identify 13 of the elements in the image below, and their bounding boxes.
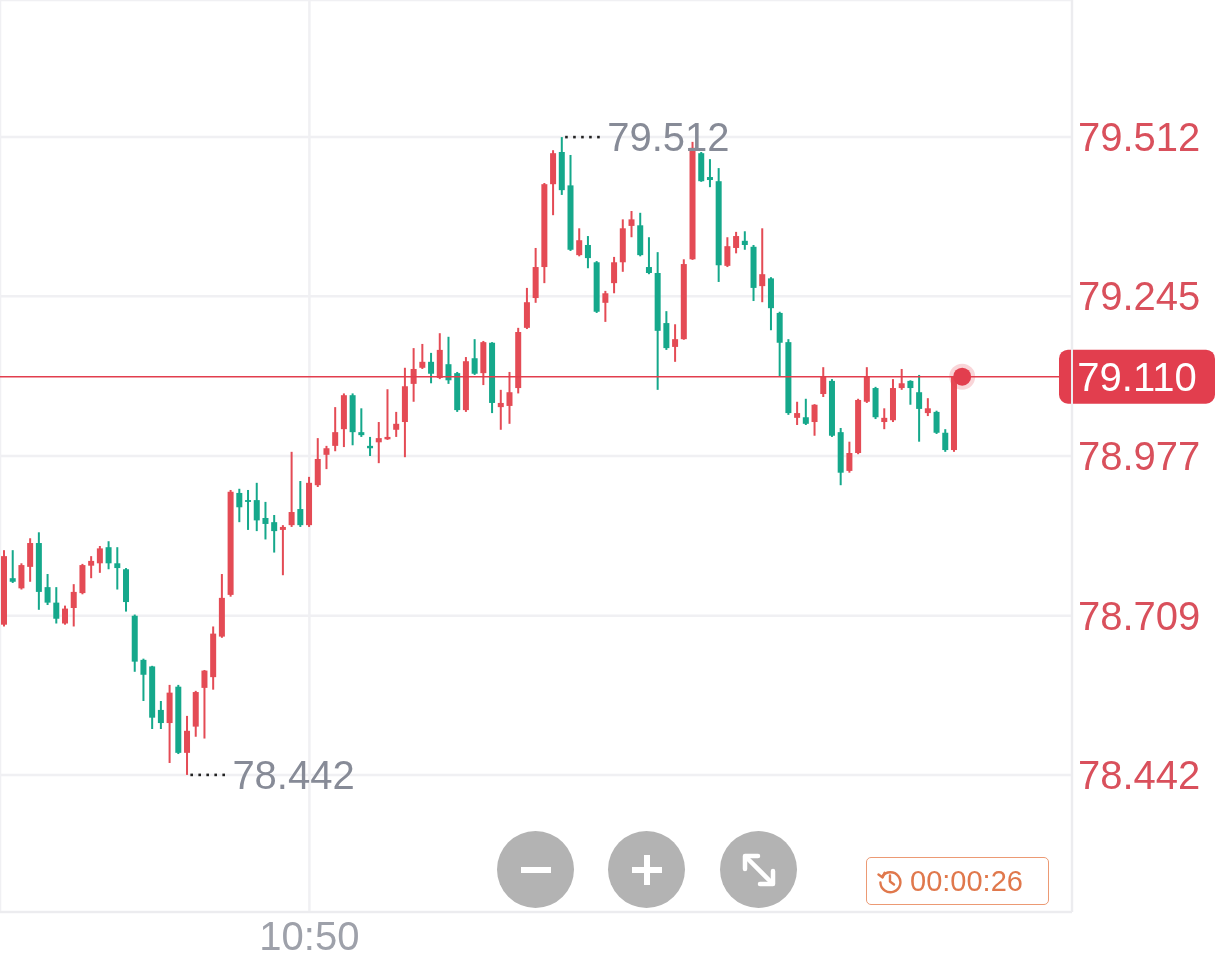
countdown-box: 00:00:26 [866,857,1049,905]
candlestick [279,525,286,576]
y-tick-label: 78.977 [1078,434,1201,478]
ref-line-label: 79.110 [1077,354,1197,399]
annotation: 00:00:26 [910,865,1023,897]
y-tick-label: 79.245 [1078,274,1201,319]
annotation: 78.442 [232,752,355,797]
annotation: 79.512 [607,115,730,160]
y-tick-label: 79.512 [1078,115,1201,160]
y-tick-label: 78.442 [1078,752,1201,797]
candlestick [358,408,365,437]
y-tick-label: 78.709 [1078,593,1201,638]
x-tick-label: 10:50 [259,914,360,958]
